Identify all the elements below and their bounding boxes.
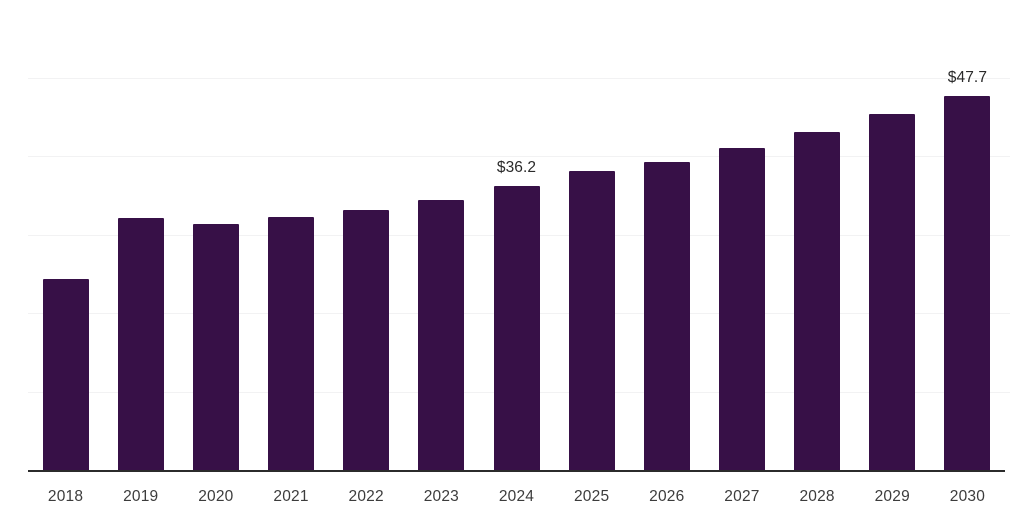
bar-group[interactable] <box>855 0 929 470</box>
bar-group[interactable] <box>329 0 403 470</box>
x-tick-label: 2026 <box>649 488 685 505</box>
bar[interactable] <box>117 218 164 470</box>
x-tick-label: 2022 <box>348 488 384 505</box>
bar-group[interactable] <box>254 0 328 470</box>
bar-group[interactable] <box>179 0 253 470</box>
bar-group[interactable] <box>780 0 854 470</box>
x-tick-label: 2024 <box>498 488 535 505</box>
bar[interactable] <box>192 224 239 470</box>
bar[interactable] <box>42 278 89 470</box>
bar[interactable] <box>493 186 540 470</box>
bar[interactable] <box>718 148 765 470</box>
bar[interactable] <box>643 162 690 470</box>
bar[interactable] <box>568 171 615 470</box>
bar-value-label: $36.2 <box>496 159 537 177</box>
x-tick-label: 2030 <box>949 488 986 505</box>
x-tick-label: 2020 <box>198 488 234 505</box>
plot-area: $36.2 $47.7 <box>28 0 1010 470</box>
bar[interactable] <box>869 113 916 470</box>
bar[interactable] <box>268 217 315 470</box>
x-tick-label: 2023 <box>423 488 459 505</box>
gridline <box>28 156 1010 158</box>
gridline <box>28 77 1010 79</box>
bar[interactable] <box>794 131 841 470</box>
bar-group[interactable] <box>404 0 478 470</box>
x-tick-label: 2021 <box>273 488 309 505</box>
bar[interactable] <box>944 95 991 470</box>
x-tick-label: 2025 <box>573 488 610 505</box>
bar-group[interactable] <box>104 0 178 470</box>
x-tick-label: 2027 <box>724 488 760 505</box>
x-tick-label: 2019 <box>123 488 159 505</box>
bar[interactable] <box>418 200 465 470</box>
bar-group[interactable] <box>555 0 629 470</box>
bar-group[interactable]: $36.2 <box>480 0 554 470</box>
x-axis: 2018 2019 2020 2021 2022 2023 2024 2025 2026 2027… <box>28 470 1010 512</box>
bar-group[interactable]: $47.7 <box>930 0 1004 470</box>
bar-group[interactable] <box>29 0 103 470</box>
x-axis-line <box>28 470 1005 472</box>
bar-value-label: $47.7 <box>947 68 988 86</box>
x-tick-label: 2018 <box>47 488 84 505</box>
bar[interactable] <box>343 209 390 470</box>
x-tick-label: 2028 <box>799 488 835 505</box>
x-tick-label: 2029 <box>874 488 910 505</box>
bar-group[interactable] <box>630 0 704 470</box>
bar-group[interactable] <box>705 0 779 470</box>
